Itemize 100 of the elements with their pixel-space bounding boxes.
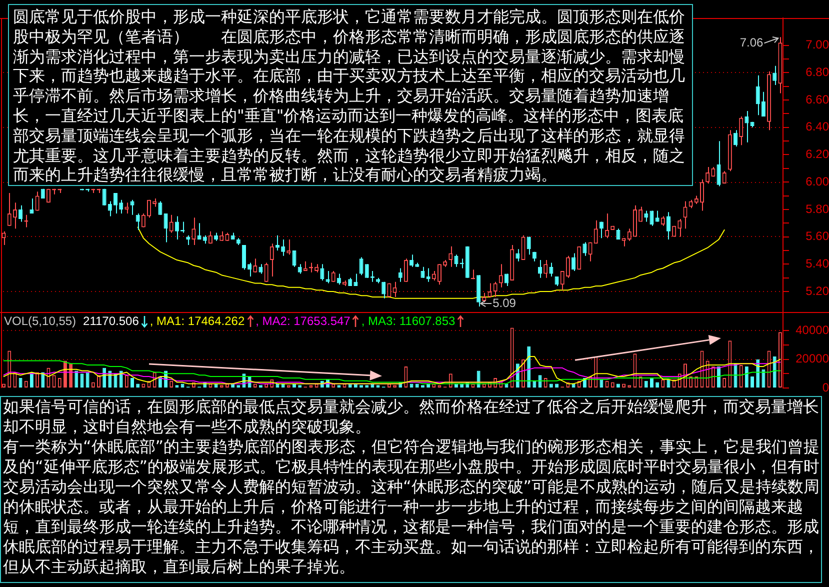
candlestick <box>627 228 632 242</box>
candlestick <box>174 216 179 240</box>
candlestick <box>108 200 112 217</box>
text: 有一类称为“休眠底部”的主要趋势底部的图表形态，但它符合逻辑地与我们的碗形形态相关，事实上，它是我们曾提及的“延伸平底形态”的极端发展形式。它极具特性的表现在那些小盘股中。开始形成圆底时平时交易量很小，但有时交易活动会出现一个突然又常令人费解的短暂波动。这种“休眠形态的突破”可能是不成熟的运动，随后又是持续数周的休眠状态。或者，从最开始的上升后，价格可能进行一种一步一步地上升的过程，而接续每步之间的间隔越来越短，直到最终形成一轮连续的上升趋势。不论哪种情况，这都是一种信号，我们面对的是一个重要的建仓形态。形成休眠底部的过程易于理解。主力不急于收集筹码，不主动买盘。如一句话说的那样：立即检起所有可能得到的东西，但从不主动跃起摘取，直到最后树上的果子掉光。 <box>3 437 821 577</box>
candlestick <box>192 217 196 246</box>
candlestick <box>336 273 341 286</box>
candlestick <box>169 214 174 234</box>
chart-title: VOL(5,10,55) <box>4 314 76 328</box>
candlestick <box>516 248 520 262</box>
candlestick <box>303 260 308 272</box>
candlestick <box>526 236 531 256</box>
candlestick <box>678 218 682 238</box>
y-tick-label: 6.60 <box>806 92 829 106</box>
text: 如果信号可信的话，在圆形底部的最低点交易量就会减少。然而价格在经过了低谷之后开始缓慢爬升，而交易量增长却不明显，这时自然地会有一些不成熟的突破现象。 <box>3 397 820 437</box>
candlestick <box>258 264 263 274</box>
candlestick <box>320 264 324 282</box>
candlestick <box>387 282 392 298</box>
candlestick <box>521 234 526 261</box>
y-tick-label: 40000 <box>796 322 829 337</box>
annotation: 5.09 <box>492 296 516 310</box>
candlestick <box>716 140 721 187</box>
candlestick <box>270 243 274 277</box>
candlestick <box>572 252 576 272</box>
candlestick <box>666 212 671 240</box>
candlestick <box>2 230 6 246</box>
candlestick <box>644 210 648 222</box>
candlestick <box>354 273 358 287</box>
y-tick-label: 6.40 <box>806 120 829 134</box>
candlestick <box>772 65 777 86</box>
candlestick <box>281 239 286 256</box>
candlestick <box>119 199 124 214</box>
candlestick <box>248 262 252 277</box>
candlestick <box>298 264 302 274</box>
candlestick <box>493 281 498 298</box>
candlestick <box>544 260 548 278</box>
candlestick <box>488 282 492 298</box>
candlestick <box>253 258 258 273</box>
candlestick <box>638 206 643 222</box>
candlestick <box>437 264 442 286</box>
text: , MA2: 17653.547 <box>256 314 350 328</box>
candlestick <box>392 281 397 298</box>
candlestick <box>12 202 17 230</box>
candlestick <box>432 270 436 282</box>
candlestick <box>482 292 486 303</box>
candlestick <box>761 91 766 117</box>
annotation: 21170.506 <box>83 314 139 328</box>
candlestick <box>599 221 604 239</box>
candlestick <box>683 200 688 230</box>
candlestick <box>264 262 268 282</box>
candlestick <box>130 199 134 216</box>
candlestick <box>549 262 554 277</box>
candlestick <box>706 166 710 184</box>
y-tick-label: 6.80 <box>806 65 829 80</box>
candlestick <box>18 204 23 222</box>
candlestick <box>113 192 118 214</box>
candlestick <box>498 264 503 288</box>
annotation: 7.06 <box>740 35 764 50</box>
candlestick <box>560 270 564 291</box>
candlestick <box>30 198 34 214</box>
candlestick <box>650 210 654 226</box>
candlestick <box>722 170 726 184</box>
y-tick-label: 5.80 <box>806 202 829 216</box>
text: , MA3: 11607.853 <box>361 314 456 328</box>
candlestick <box>566 255 570 278</box>
candlestick <box>124 202 129 214</box>
candlestick <box>136 213 140 230</box>
candlestick <box>660 216 665 226</box>
candlestick <box>454 254 458 268</box>
candlestick <box>582 242 587 256</box>
candlestick <box>588 242 592 262</box>
candlestick <box>7 192 12 226</box>
candlestick <box>197 222 202 240</box>
candlestick <box>538 260 542 278</box>
text: , MA1: 17464.262 <box>150 314 245 328</box>
candlestick <box>382 281 386 299</box>
candlestick <box>605 213 610 239</box>
candlestick <box>404 258 408 282</box>
candlestick <box>147 199 152 218</box>
candlestick <box>242 244 246 270</box>
candlestick <box>700 178 704 212</box>
candlestick <box>410 254 414 268</box>
y-tick-label: 0 <box>822 380 829 394</box>
candlestick <box>448 246 453 268</box>
candlestick <box>292 250 296 268</box>
candlestick <box>398 268 402 282</box>
y-tick-label: 5.40 <box>806 256 829 270</box>
y-tick-label: 5.20 <box>806 284 829 298</box>
candlestick <box>359 256 364 276</box>
candlestick <box>756 74 760 116</box>
candlestick <box>739 116 744 146</box>
candlestick <box>504 273 509 287</box>
candlestick <box>164 213 168 243</box>
candlestick <box>141 213 146 228</box>
candlestick <box>158 200 162 216</box>
candlestick <box>35 191 40 212</box>
candlestick <box>208 230 212 244</box>
y-tick-label: 20000 <box>796 352 829 366</box>
candlestick <box>594 220 598 244</box>
y-tick-label: 5.60 <box>806 229 829 244</box>
text: 圆底常见于低价股中，形成一种延深的平底形状，它通常需要数月才能完成。圆顶形态则在低价股中极为罕见（笔者语） 在圆底形态中，价格形态常常清晰而明确，形成圆底形态的供应逐渐为需求消化过程中，第一步表现为卖出压力的减轻，已达到设点的交易量逐渐减少。需求却慢下来，而趋势也越来越趋于水平。在底部，由于买卖双方技术上达至平衡，相应的交易活动也几乎停滞不前。然后市场需求增长，价格曲线转为上升，交易开始活跃。交易量随着趋势加速增长，一直经过几天近乎图表上的"垂直"价格运动而达到一种爆发的高峰。这样的形态中，图表底部交易量顶端连线会呈现一个弧形，当在一轮在规模的下跌趋势之后出现了这样的形态，就显得尤其重要。这几乎意味着主要趋势的反转。然而，这轮趋势很少立即开始猛烈飚升，相反，随之而来的上升趋势往往很缓慢，且常常被打断，让没有耐心的交易者精疲力竭。 <box>13 7 685 184</box>
